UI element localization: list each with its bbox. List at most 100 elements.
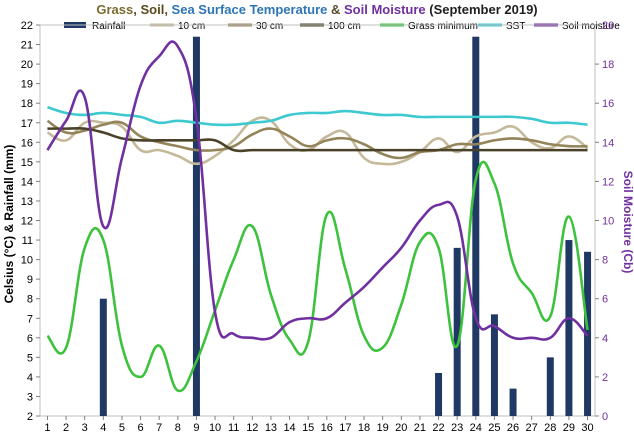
legend-label: Soil moisture — [562, 21, 620, 32]
x-tick-label: 10 — [209, 422, 221, 434]
y-left-tick-label: 6 — [27, 333, 33, 345]
x-tick-label: 26 — [507, 422, 519, 434]
y-right-tick-label: 18 — [602, 59, 614, 71]
x-tick-label: 5 — [119, 422, 125, 434]
rainfall-bar — [472, 36, 480, 416]
rainfall-bar — [453, 247, 461, 416]
y-left-tick-label: 16 — [21, 137, 33, 149]
y-left-tick-label: 22 — [21, 20, 33, 32]
rainfall-bar — [490, 314, 498, 416]
title-part: Soil — [140, 2, 164, 17]
y-axis-right-label: Soil Moisture (Cb) — [621, 171, 634, 274]
x-tick-label: 28 — [544, 422, 556, 434]
x-tick-label: 8 — [175, 422, 181, 434]
title-part: Grass — [96, 2, 133, 17]
y-right-tick-label: 2 — [602, 372, 608, 384]
y-right-tick-label: 10 — [602, 216, 614, 228]
rainfall-bar — [192, 36, 200, 416]
x-tick-label: 2 — [63, 422, 69, 434]
y-left-tick-label: 21 — [21, 40, 33, 52]
title-part: , — [164, 2, 171, 17]
y-left-tick-label: 14 — [21, 176, 33, 188]
legend-label: SST — [506, 21, 525, 32]
y-left-tick-label: 7 — [27, 313, 33, 325]
x-tick-label: 25 — [488, 422, 500, 434]
title-part: Sea Surface Temperature — [172, 2, 328, 17]
x-tick-label: 24 — [470, 422, 482, 434]
x-tick-label: 19 — [377, 422, 389, 434]
y-left-tick-label: 9 — [27, 274, 33, 286]
y-left-tick-label: 3 — [27, 391, 33, 403]
y-right-tick-label: 12 — [602, 176, 614, 188]
legend-label: Rainfall — [92, 21, 125, 32]
x-tick-label: 17 — [339, 422, 351, 434]
x-tick-label: 22 — [432, 422, 444, 434]
x-tick-label: 6 — [138, 422, 144, 434]
series-lines — [46, 40, 589, 393]
rainfall-bar — [435, 372, 443, 416]
y-right-tick-label: 14 — [602, 137, 614, 149]
x-tick-label: 29 — [563, 422, 575, 434]
x-tick-label: 21 — [414, 422, 426, 434]
x-tick-label: 13 — [265, 422, 277, 434]
y-left-tick-label: 2 — [27, 411, 33, 423]
series-line-grass-minimum — [46, 160, 589, 393]
x-tick-label: 27 — [526, 422, 538, 434]
rainfall-bars — [99, 36, 592, 416]
y-left-tick-label: 17 — [21, 118, 33, 130]
x-tick-label: 18 — [358, 422, 370, 434]
x-tick-label: 14 — [283, 422, 295, 434]
y-left-tick-label: 5 — [27, 352, 33, 364]
series-line-soil-moisture — [46, 40, 589, 341]
x-tick-label: 7 — [156, 422, 162, 434]
x-tick-label: 23 — [451, 422, 463, 434]
y-left-tick-label: 4 — [27, 372, 33, 384]
x-axis-ticks: 1 2 3 4 5 6 7 8 9 10 11 12 13 14 15 16 17 18 19 20 21 22 23 24 2… — [44, 416, 594, 434]
y-left-tick-label: 11 — [22, 235, 33, 247]
x-tick-label: 30 — [581, 422, 593, 434]
legend-label: Grass minimum — [408, 21, 478, 32]
y-left-tick-label: 20 — [21, 59, 33, 71]
y-axis-left-ticks: 2 3 4 5 6 7 8 9 10 11 12 13 14 15 16 17 18 19 20 21 22 — [21, 20, 40, 423]
rainfall-bar — [509, 388, 517, 416]
series-line-30-cm — [46, 119, 588, 160]
rainfall-bar — [584, 251, 592, 416]
rainfall-bar — [565, 240, 573, 416]
x-tick-label: 11 — [228, 422, 239, 434]
title-part: (September 2019) — [426, 2, 538, 17]
x-tick-label: 9 — [193, 422, 199, 434]
x-tick-label: 15 — [302, 422, 314, 434]
x-tick-label: 1 — [44, 422, 50, 434]
y-right-tick-label: 20 — [602, 20, 614, 32]
x-tick-label: 16 — [321, 422, 333, 434]
y-left-tick-label: 19 — [21, 79, 33, 91]
x-tick-label: 20 — [395, 422, 407, 434]
title-part: Soil Moisture — [344, 2, 426, 17]
title-part: & — [327, 2, 344, 17]
y-right-tick-label: 4 — [602, 333, 608, 345]
y-left-tick-label: 10 — [21, 255, 33, 267]
series-line-100-cm — [47, 126, 588, 153]
y-right-tick-label: 6 — [602, 294, 608, 306]
y-right-tick-label: 0 — [602, 411, 608, 423]
rainfall-bar — [546, 357, 554, 416]
y-left-tick-label: 12 — [21, 216, 33, 228]
y-right-tick-label: 8 — [602, 255, 608, 267]
legend-label: 100 cm — [328, 21, 361, 32]
y-axis-left-label: Celsius (°C) & Rainfall (mm) — [2, 145, 16, 304]
legend-label: 30 cm — [256, 21, 283, 32]
rainfall-bar — [99, 298, 107, 416]
x-tick-label: 3 — [82, 422, 88, 434]
x-tick-label: 4 — [100, 422, 106, 434]
chart-title: Grass, Soil, Sea Surface Temperature & S… — [96, 2, 537, 17]
series-line-sst — [47, 105, 588, 127]
title-part: , — [133, 2, 140, 17]
y-axis-right-ticks: 0 2 4 6 8 10 12 14 16 18 20 — [595, 20, 614, 423]
x-tick-label: 12 — [246, 422, 258, 434]
y-left-tick-label: 18 — [21, 98, 33, 110]
y-left-tick-label: 8 — [27, 294, 33, 306]
legend-label: 10 cm — [178, 21, 205, 32]
y-right-tick-label: 16 — [602, 98, 614, 110]
